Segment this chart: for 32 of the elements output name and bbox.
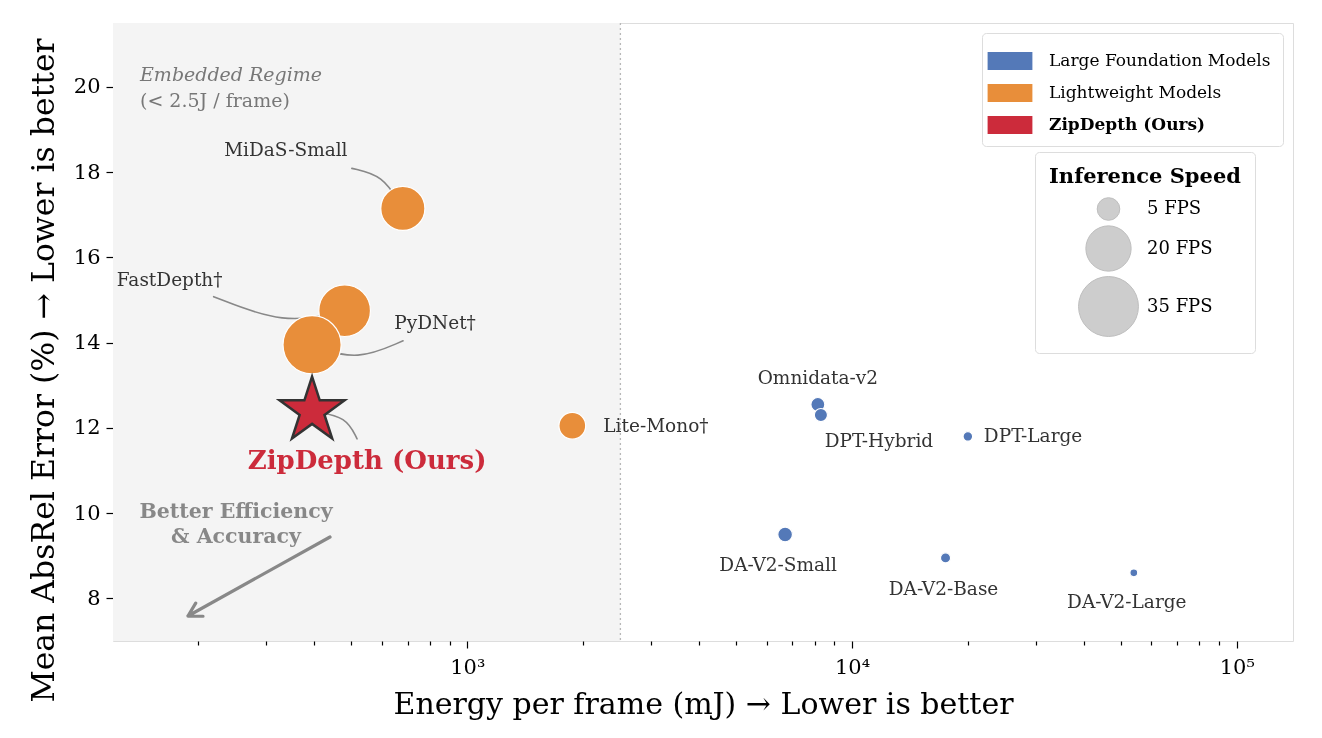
legend-label: 5 FPS — [1147, 197, 1202, 218]
y-tick-label: 16 — [73, 244, 101, 269]
band-label: Embedded Regime (< 2.5J / frame) — [139, 63, 323, 111]
x-tick-label: 10⁴ — [834, 654, 871, 679]
y-tick-label: 20 — [73, 74, 101, 99]
annotation: DPT-Large — [983, 425, 1083, 447]
annotation: DPT-Hybrid — [824, 430, 934, 452]
annotation: FastDepth† — [116, 268, 223, 290]
y-axis-title: Mean AbsRel Error (%) → Lower is better — [24, 37, 61, 703]
legend-label: ZipDepth (Ours) — [1049, 114, 1206, 134]
annotation: Lite-Mono† — [603, 414, 709, 436]
legend-label: 35 FPS — [1147, 294, 1213, 316]
annotation: ZipDepth (Ours) — [247, 444, 487, 475]
y-tick-label: 14 — [73, 330, 101, 355]
legend-label: Large Foundation Models — [1049, 50, 1271, 70]
legend-label: Lightweight Models — [1049, 82, 1222, 102]
annotation: Better Efficiency & Accuracy — [139, 499, 334, 548]
y-tick-label: 18 — [73, 159, 101, 184]
annotation: PyDNet† — [394, 311, 476, 333]
x-tick-label: 10⁵ — [1219, 654, 1255, 679]
y-tick-label: 8 — [87, 585, 101, 610]
legend-label: 20 FPS — [1147, 236, 1213, 258]
legend-title: Inference Speed — [1049, 163, 1242, 188]
annotation: MiDaS-Small — [224, 139, 348, 161]
y-tick-label: 10 — [73, 500, 101, 525]
x-tick-label: 10³ — [450, 654, 486, 679]
annotation: DA-V2-Base — [888, 577, 999, 599]
annotation: DA-V2-Small — [719, 554, 837, 576]
y-tick-label: 12 — [73, 415, 101, 440]
x-axis-title: Energy per frame (mJ) → Lower is better — [393, 685, 1015, 721]
annotation: DA-V2-Large — [1067, 590, 1187, 612]
annotation: Omnidata-v2 — [757, 367, 879, 389]
